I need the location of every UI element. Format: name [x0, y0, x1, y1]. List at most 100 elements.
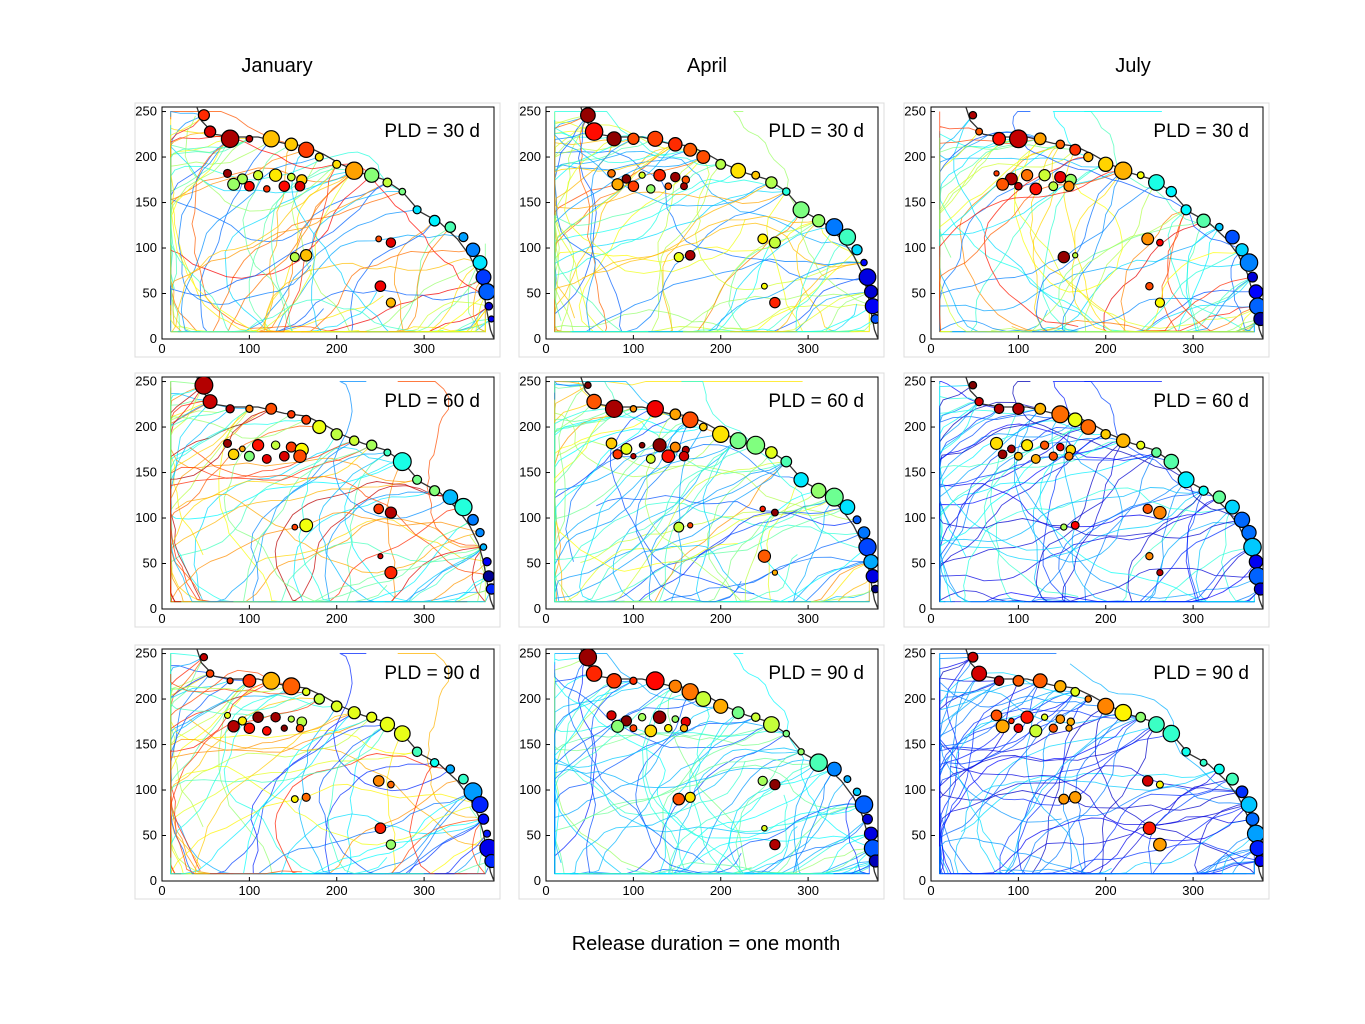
- release-site-marker: [398, 187, 407, 196]
- release-site-marker: [366, 439, 378, 451]
- y-tick-label: 200: [904, 691, 926, 706]
- x-tick-label: 200: [326, 611, 348, 626]
- trajectory-line: [170, 751, 418, 836]
- trajectory-line: [397, 653, 484, 820]
- panel-july-2: 0 100 200 300 0 50 100 150 200 250 PLD = 90 d: [903, 644, 1270, 900]
- release-site-marker: [479, 543, 488, 551]
- trajectories: [939, 377, 1263, 609]
- panel-april-2: 0 100 200 300 0 50 100 150 200 250 PLD = 90 d: [518, 644, 885, 900]
- release-site-marker: [411, 746, 423, 758]
- release-site-marker: [1021, 439, 1034, 452]
- trajectories: [170, 107, 494, 339]
- release-site-marker: [1235, 785, 1249, 799]
- trajectory-line: [170, 685, 292, 750]
- release-site-marker: [607, 169, 616, 178]
- trajectory-line: [170, 712, 355, 875]
- release-site-marker: [1007, 444, 1016, 454]
- release-site-marker: [673, 251, 684, 263]
- release-site-marker: [1080, 419, 1097, 435]
- release-site-marker: [385, 297, 397, 308]
- trajectory-line: [950, 804, 1250, 875]
- release-site-marker: [1181, 746, 1191, 757]
- release-site-marker: [252, 711, 264, 723]
- trajectory-line: [554, 143, 676, 332]
- release-site-marker: [1215, 222, 1224, 232]
- release-site-marker: [612, 449, 623, 460]
- release-site-marker: [251, 439, 265, 452]
- x-tick-label: 0: [158, 341, 165, 356]
- release-site-marker: [454, 497, 473, 517]
- release-site-marker: [695, 690, 712, 707]
- release-site-marker: [1054, 170, 1067, 184]
- trajectory-line: [170, 182, 388, 306]
- y-tick-label: 0: [919, 601, 926, 616]
- release-site-marker: [698, 422, 708, 432]
- release-site-marker: [647, 130, 664, 147]
- release-site-marker: [270, 711, 281, 723]
- release-site-marker: [645, 671, 665, 691]
- y-tick-label: 150: [135, 737, 157, 752]
- y-tick-label: 100: [904, 510, 926, 525]
- y-tick-label: 150: [519, 195, 541, 210]
- release-site-marker: [487, 315, 494, 323]
- trajectory-line: [564, 680, 746, 816]
- trajectory-line: [170, 138, 257, 333]
- release-site-marker: [1243, 537, 1262, 557]
- trajectories: [939, 107, 1263, 339]
- release-site-marker: [763, 716, 780, 733]
- release-site-marker: [1141, 232, 1155, 246]
- x-tick-label: 0: [927, 341, 934, 356]
- release-site-marker: [861, 813, 873, 825]
- release-site-marker: [863, 554, 878, 570]
- release-site-marker: [372, 775, 385, 787]
- trajectory-line: [178, 138, 312, 305]
- release-site-marker: [1014, 181, 1023, 191]
- release-site-marker: [445, 764, 456, 774]
- release-site-marker: [220, 129, 240, 149]
- trajectory-line: [224, 170, 378, 333]
- release-site-marker: [629, 724, 638, 733]
- trajectory-line: [374, 575, 489, 603]
- y-tick-label: 200: [135, 691, 157, 706]
- release-site-marker: [670, 171, 681, 183]
- y-tick-label: 50: [143, 556, 157, 571]
- trajectory-line: [672, 751, 802, 875]
- release-site-marker: [1069, 143, 1082, 156]
- release-site-marker: [645, 453, 656, 464]
- release-site-marker: [252, 170, 264, 181]
- release-site-marker: [996, 177, 1010, 191]
- release-site-marker: [781, 187, 791, 196]
- trajectory-line: [170, 669, 303, 875]
- release-site-marker: [971, 665, 988, 682]
- y-tick-label: 0: [534, 331, 541, 346]
- release-site-marker: [1057, 250, 1071, 264]
- release-site-marker: [673, 521, 685, 533]
- release-site-marker: [792, 201, 810, 219]
- y-tick-label: 150: [519, 737, 541, 752]
- trajectory-line: [939, 765, 1243, 872]
- y-tick-label: 150: [904, 465, 926, 480]
- release-site-marker: [712, 425, 730, 443]
- release-site-marker: [1114, 703, 1132, 722]
- y-tick-label: 100: [135, 240, 157, 255]
- release-site-marker: [1013, 723, 1024, 734]
- column-title-april: April: [687, 55, 727, 77]
- trajectory-line: [170, 783, 481, 874]
- trajectory-line: [1039, 426, 1255, 603]
- trajectory-line: [939, 837, 1258, 875]
- trajectory-line: [554, 381, 588, 393]
- trajectory-line: [610, 408, 755, 595]
- release-site-marker: [429, 485, 441, 497]
- release-site-marker: [1020, 710, 1034, 724]
- release-site-marker: [245, 134, 254, 143]
- release-site-marker: [458, 232, 469, 243]
- release-site-marker: [384, 566, 398, 580]
- release-site-marker: [868, 854, 878, 868]
- y-tick-label: 50: [143, 828, 157, 843]
- release-site-marker: [444, 221, 457, 233]
- figure-caption: Release duration = one month: [572, 933, 841, 955]
- release-site-marker: [1156, 238, 1164, 247]
- release-site-marker: [236, 173, 248, 185]
- trajectories: [554, 377, 878, 609]
- release-site-marker: [637, 712, 647, 722]
